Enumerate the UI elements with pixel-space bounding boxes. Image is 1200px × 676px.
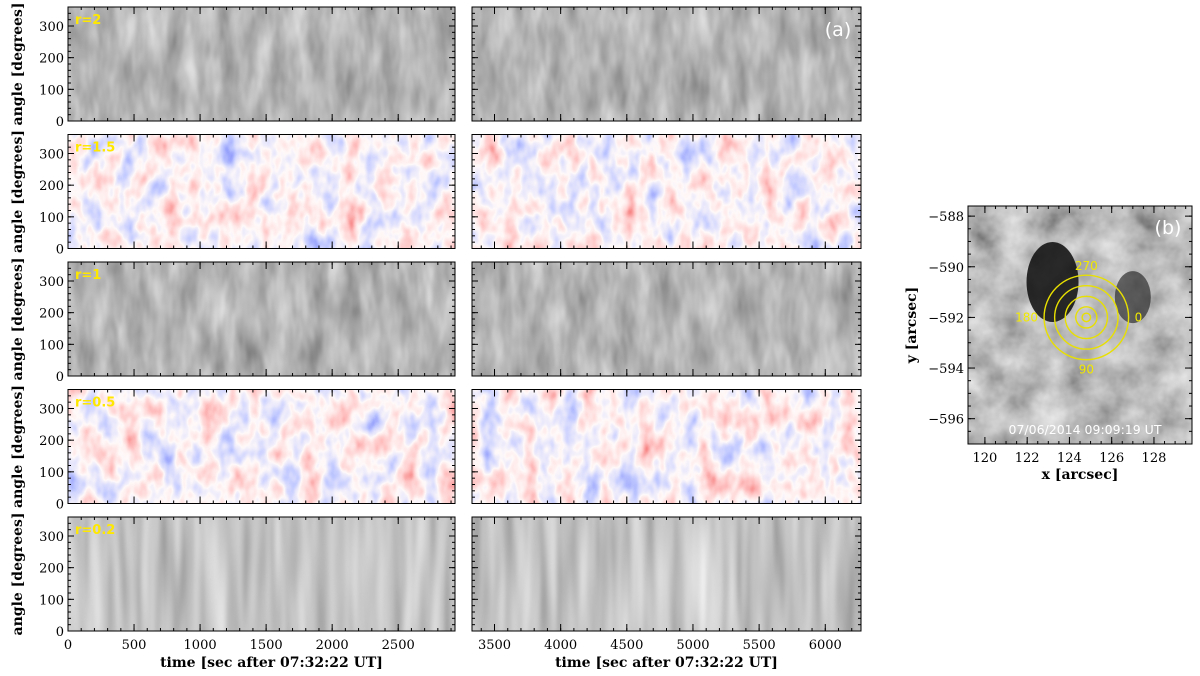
- y-axis-title: angle [degrees]: [10, 130, 26, 253]
- y-tick-label: 0: [56, 625, 64, 640]
- x-axis-title: time [sec after 07:32:22 UT]: [160, 655, 383, 671]
- map-panel: 0 100 200 300 r=1.5: [39, 134, 456, 258]
- y-tick-label: −588: [928, 210, 964, 225]
- x-tick-label: 2000: [316, 638, 349, 653]
- map-panel: [471, 261, 862, 377]
- map-panel: [471, 134, 862, 249]
- panel-a: 0 100 200 300 r=2 angle [degrees] 0 100 200 300 r=…: [10, 3, 862, 671]
- y-tick-label: 300: [39, 403, 64, 418]
- x-axis-title: time [sec after 07:32:22 UT]: [555, 655, 778, 671]
- x-tick-label: 1000: [184, 638, 217, 653]
- y-tick-label: 300: [39, 530, 64, 545]
- y-tick-label: 0: [56, 370, 64, 385]
- angle-label-180: 180: [1015, 310, 1038, 324]
- x-tick-label: 3500: [478, 638, 511, 653]
- map-panel: [471, 6, 862, 122]
- panel-b: 0 90 180 270 120 122 124 126 128 −588 −590 −592 −594…: [904, 205, 1193, 483]
- map-image: [68, 262, 455, 376]
- x-axis-title: x [arcsec]: [1042, 467, 1119, 483]
- map-image: [472, 134, 861, 249]
- x-tick-label: 124: [1057, 451, 1082, 466]
- y-tick-label: 200: [39, 179, 64, 194]
- x-tick-label: 5000: [676, 638, 709, 653]
- map-image: [472, 7, 861, 121]
- x-tick-label: 2500: [382, 638, 415, 653]
- x-tick-label: 0: [64, 638, 72, 653]
- y-tick-label: 100: [39, 211, 64, 226]
- map-image: [68, 517, 455, 631]
- panel-tag-b: (b): [1155, 217, 1182, 239]
- y-tick-label: 100: [39, 593, 64, 608]
- radius-circle: [1064, 295, 1109, 340]
- x-tick-label: 4000: [544, 638, 577, 653]
- map-image: [472, 517, 861, 631]
- map-panel: 0 100 200 300 r=0.5: [39, 389, 456, 513]
- y-axis-title: angle [degrees]: [10, 3, 26, 126]
- radius-circle: [1081, 312, 1092, 323]
- angle-label-90: 90: [1079, 363, 1094, 377]
- y-tick-label: 300: [39, 275, 64, 290]
- radius-label: r=0.5: [75, 396, 115, 411]
- pore-dark-region: [1026, 241, 1079, 322]
- radius-circle: [1043, 274, 1130, 361]
- y-axis-title: angle [degrees]: [10, 258, 26, 381]
- y-tick-label: 200: [39, 434, 64, 449]
- map-image: [68, 7, 455, 121]
- y-tick-label: 100: [39, 466, 64, 481]
- map-panel: 0 100 200 300 r=2: [39, 6, 456, 130]
- radius-label: r=1.5: [75, 141, 115, 156]
- angle-label-270: 270: [1075, 259, 1098, 273]
- map-image: [472, 389, 861, 504]
- map-panel: [471, 389, 862, 504]
- y-axis-title: y [arcsec]: [904, 287, 920, 365]
- y-tick-label: 200: [39, 307, 64, 322]
- radius-circle: [1053, 285, 1119, 350]
- x-tick-label: 126: [1099, 451, 1124, 466]
- map-image: [68, 134, 455, 249]
- timestamp-label: 07/06/2014 09:09:19 UT: [1009, 422, 1162, 437]
- x-tick-label: 120: [972, 451, 997, 466]
- y-tick-label: 300: [39, 20, 64, 35]
- panel-tag-a: (a): [825, 19, 851, 41]
- radius-label: r=2: [75, 13, 101, 28]
- x-tick-label: 4500: [610, 638, 643, 653]
- map-panel: 3500 4000 4500 5000 5500 6000: [471, 516, 862, 653]
- y-tick-label: 200: [39, 562, 64, 577]
- y-tick-label: 0: [56, 498, 64, 513]
- y-tick-label: −594: [928, 362, 964, 377]
- angle-label-0: 0: [1135, 310, 1143, 324]
- x-tick-label: 5500: [743, 638, 776, 653]
- y-tick-label: 200: [39, 52, 64, 67]
- radius-label: r=1: [75, 268, 101, 283]
- y-tick-label: −596: [928, 413, 964, 428]
- y-tick-label: −590: [928, 261, 964, 276]
- y-tick-label: 0: [56, 115, 64, 130]
- x-tick-label: 1500: [250, 638, 283, 653]
- map-image: [472, 262, 861, 376]
- map-panel: 0 100 200 300 0 500 1000 1500 2000 2500 r=0.2: [39, 516, 456, 653]
- y-tick-label: 100: [39, 338, 64, 353]
- map-panel: 0 100 200 300 r=1: [39, 261, 456, 385]
- x-tick-label: 6000: [809, 638, 842, 653]
- x-tick-label: 122: [1015, 451, 1040, 466]
- y-tick-label: 300: [39, 148, 64, 163]
- y-tick-label: 0: [56, 243, 64, 258]
- radius-circle: [1075, 306, 1098, 329]
- pore-dark-region: [1114, 271, 1151, 324]
- y-tick-label: 100: [39, 83, 64, 98]
- x-tick-label: 128: [1142, 451, 1167, 466]
- x-tick-label: 500: [122, 638, 147, 653]
- y-axis-title: angle [degrees]: [10, 513, 26, 636]
- map-image: [68, 389, 455, 504]
- y-tick-label: −592: [928, 311, 964, 326]
- y-axis-title: angle [degrees]: [10, 385, 26, 508]
- radius-label: r=0.2: [75, 523, 115, 538]
